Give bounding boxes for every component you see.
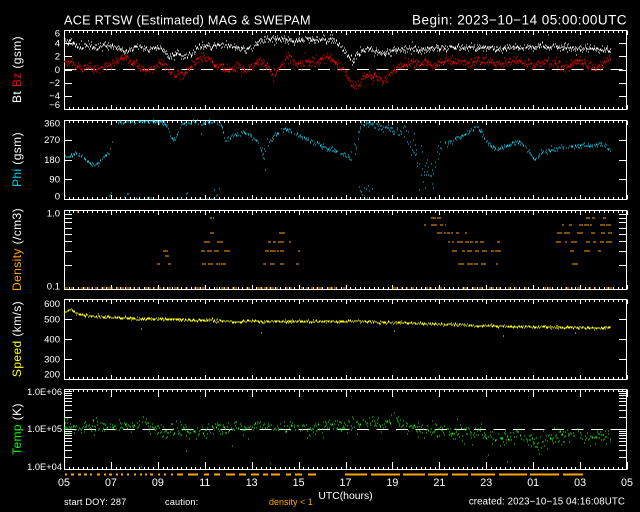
svg-text:15: 15 [293,477,305,489]
svg-text:UTC(hours): UTC(hours) [318,491,372,502]
svg-text:0: 0 [55,192,60,203]
svg-text:Temp (K): Temp (K) [10,403,24,455]
svg-text:−6: −6 [49,100,60,111]
svg-text:−4: −4 [49,91,60,102]
svg-text:2: 2 [55,52,60,63]
svg-text:09: 09 [152,477,164,489]
svg-text:0: 0 [55,65,60,76]
svg-text:23: 23 [480,477,492,489]
svg-text:Begin: 2023−10−14 05:00:00UTC: Begin: 2023−10−14 05:00:00UTC [412,13,627,28]
svg-text:400: 400 [44,334,60,345]
svg-text:01: 01 [527,477,539,489]
svg-text:07: 07 [105,477,117,489]
svg-text:density < 1: density < 1 [269,497,313,507]
svg-text:360: 360 [44,119,60,130]
svg-text:6: 6 [55,29,60,40]
svg-text:03: 03 [574,477,586,489]
svg-text:19: 19 [386,477,398,489]
svg-text:600: 600 [44,299,60,310]
svg-text:caution:: caution: [165,497,198,507]
svg-text:Density (/cm3): Density (/cm3) [10,208,24,291]
svg-text:05: 05 [58,477,70,489]
svg-text:180: 180 [44,155,60,166]
svg-text:start DOY: 287: start DOY: 287 [64,497,126,507]
svg-text:21: 21 [433,477,445,489]
svg-text:Bt Bz (gsm): Bt Bz (gsm) [10,36,24,103]
svg-text:1.0E+04: 1.0E+04 [27,462,62,472]
svg-text:17: 17 [340,477,352,489]
svg-text:11: 11 [199,477,210,489]
svg-text:1.0E+06: 1.0E+06 [27,387,62,397]
svg-text:05: 05 [621,477,633,489]
svg-text:500: 500 [44,314,60,325]
svg-text:4: 4 [55,39,60,50]
svg-text:200: 200 [44,369,60,380]
svg-text:1.0E+05: 1.0E+05 [27,424,62,434]
svg-text:Phi (gsm): Phi (gsm) [10,132,24,187]
svg-text:300: 300 [44,354,60,365]
svg-text:270: 270 [44,135,60,146]
svg-text:13: 13 [246,477,258,489]
svg-text:0.1: 0.1 [47,282,60,293]
svg-text:created: 2023−10−15 04:16:08UT: created: 2023−10−15 04:16:08UTC [469,497,625,508]
svg-text:ACE RTSW (Estimated) MAG & SWE: ACE RTSW (Estimated) MAG & SWEPAM [64,14,311,28]
svg-text:Speed (km/s): Speed (km/s) [10,301,24,377]
svg-text:1.0: 1.0 [47,209,60,220]
svg-text:90: 90 [49,175,60,186]
svg-text:−2: −2 [49,78,60,89]
